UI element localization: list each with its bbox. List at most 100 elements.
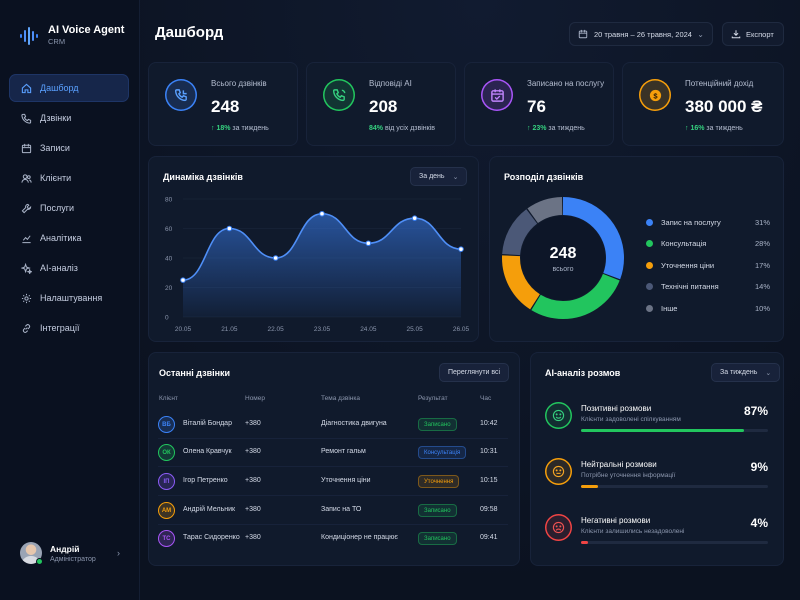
table-row[interactable]: ОК Олена Кравчук +380 Ремонт гальм Консульта… — [150, 438, 515, 466]
call-time: 09:41 — [480, 534, 498, 541]
sentiment-neutral[interactable]: Нейтральні розмови Потрібне уточнення ін… — [545, 458, 770, 498]
logo[interactable]: AI Voice Agent CRM — [18, 24, 124, 47]
stat-footer: ↑ 18% за тиждень — [211, 125, 269, 132]
sidebar-item-ai-analysis[interactable]: AI-аналіз — [9, 254, 129, 282]
user-profile[interactable]: Андрій Адміністратор › — [20, 542, 120, 565]
legend-value: 17% — [754, 260, 770, 270]
stat-value: 208 — [369, 97, 398, 116]
sentiment-positive[interactable]: Позитивні розмови Клієнти задоволені спі… — [545, 402, 770, 442]
sidebar-item-label: AI-аналіз — [40, 263, 78, 273]
pie-slice — [502, 197, 624, 319]
client-phone: +380 — [245, 534, 261, 541]
stat-icon-circle: $ — [639, 79, 671, 111]
sidebar-item-settings[interactable]: Налаштування — [9, 284, 129, 312]
pie-slice — [502, 197, 624, 319]
sentiment-title: Негативні розмови — [581, 516, 651, 525]
sentiment-icon-circle — [545, 514, 572, 541]
table-row[interactable]: ТС Тарас Сидоренко +380 Кондиціонер не прац… — [150, 524, 515, 552]
sidebar: AI Voice Agent CRM Дашборд Дзвінки Запис… — [0, 0, 140, 600]
client-name: Андрій Мельник — [183, 506, 236, 513]
call-time: 10:31 — [480, 448, 498, 455]
stat-footer: ↑ 16% за тиждень — [685, 125, 743, 132]
call-time: 10:42 — [480, 420, 498, 427]
stat-value: 76 — [527, 97, 546, 116]
view-all-button[interactable]: Переглянути всі — [439, 363, 510, 382]
calls-distribution-donut — [502, 197, 624, 319]
stat-label: Відповіді AI — [369, 79, 412, 88]
download-icon — [731, 30, 741, 39]
status-badge: Записано — [418, 532, 457, 545]
stat-card-total-calls[interactable]: Всього дзвінків 248 ↑ 18% за тиждень — [148, 62, 298, 146]
sidebar-nav: Дашборд Дзвінки Записи Клієнти Послуги А… — [9, 74, 129, 344]
sidebar-item-dashboard[interactable]: Дашборд — [9, 74, 129, 102]
smile-icon — [552, 409, 565, 422]
calls-dynamics-chart: 0 20 40 60 80 20.05 21.05 22.05 23.05 24.05 25.05 2… — [165, 197, 470, 334]
row-divider — [158, 438, 508, 439]
x-tick-label: 22.05 — [268, 326, 285, 333]
x-tick-label: 23.05 — [314, 326, 331, 333]
sidebar-item-label: Аналітика — [40, 233, 82, 243]
stat-delta-text: за тиждень — [706, 125, 743, 132]
stat-footer: ↑ 23% за тиждень — [527, 125, 585, 132]
client-phone: +380 — [245, 448, 261, 455]
data-point — [411, 215, 418, 221]
sidebar-item-analytics[interactable]: Аналітика — [9, 224, 129, 252]
period-select[interactable]: За день ⌄ — [410, 167, 468, 186]
client-avatar: ОК — [158, 444, 175, 461]
sidebar-item-label: Інтеграції — [40, 323, 80, 333]
donut-center — [521, 216, 605, 300]
sidebar-item-services[interactable]: Послуги — [9, 194, 129, 222]
dashboard-icon — [21, 83, 32, 93]
sentiment-progress-track — [581, 541, 768, 544]
stat-icon-circle — [165, 79, 197, 111]
date-range-picker[interactable]: 20 травня – 26 травня, 2024 ⌄ — [569, 22, 713, 46]
sidebar-item-integrations[interactable]: Інтеграції — [9, 314, 129, 342]
client-name: Віталій Бондар — [183, 420, 232, 427]
neutral-face-icon — [552, 465, 565, 478]
calendar-icon — [21, 143, 32, 153]
sidebar-item-label: Дзвінки — [40, 113, 72, 123]
legend-value: 10% — [754, 303, 770, 313]
period-select[interactable]: За тиждень ⌄ — [711, 363, 781, 382]
donut-total: 248 — [549, 245, 577, 262]
row-divider — [158, 495, 508, 496]
legend-value: 31% — [754, 217, 770, 227]
column-header-result: Результат — [418, 395, 448, 402]
legend-dot — [646, 282, 653, 290]
stat-delta: ↑ 23% — [527, 125, 547, 132]
data-point — [458, 246, 464, 252]
export-button[interactable]: Експорт — [722, 22, 784, 46]
sidebar-item-calls[interactable]: Дзвінки — [9, 104, 129, 132]
sidebar-item-records[interactable]: Записи — [9, 134, 129, 162]
stat-footer: 84% від усіх дзвінків — [369, 125, 435, 132]
table-row[interactable]: АМ Андрій Мельник +380 Запис на ТО Записано 0… — [150, 496, 515, 524]
app-title: AI Voice Agent — [48, 24, 125, 36]
stat-delta: ↑ 18% — [211, 125, 231, 132]
user-role: Адміністратор — [50, 555, 96, 563]
call-time: 09:58 — [480, 506, 498, 513]
stat-card-booked[interactable]: Записано на послугу 76 ↑ 23% за тиждень — [464, 62, 614, 146]
data-point — [180, 277, 186, 283]
client-phone: +380 — [245, 506, 261, 513]
call-time: 10:15 — [480, 477, 498, 484]
table-row[interactable]: ВБ Віталій Бондар +380 Діагностика двигуна З… — [150, 410, 515, 438]
stat-card-ai-answers[interactable]: Відповіді AI 208 84% від усіх дзвінків — [306, 62, 456, 146]
client-phone: +380 — [245, 477, 261, 484]
legend-label: Запис на послугу — [661, 217, 721, 227]
sad-face-icon — [552, 521, 565, 534]
stat-card-revenue[interactable]: $ Потенційний дохід 380 000 ₴ ↑ 16% за т… — [622, 62, 784, 146]
stat-label: Всього дзвінків — [211, 79, 267, 88]
client-avatar: ІП — [158, 473, 175, 490]
export-label: Експорт — [746, 29, 774, 39]
incoming-call-icon — [174, 88, 187, 101]
sentiment-title: Позитивні розмови — [581, 404, 652, 413]
svg-text:$: $ — [653, 91, 658, 100]
legend-label: Уточнення ціни — [661, 260, 715, 270]
stat-icon-circle — [323, 79, 355, 111]
sentiment-negative[interactable]: Негативні розмови Клієнти залишились нез… — [545, 514, 770, 554]
x-tick-label: 24.05 — [360, 326, 377, 333]
stat-icon-circle — [481, 79, 513, 111]
data-point — [319, 210, 325, 217]
sidebar-item-clients[interactable]: Клієнти — [9, 164, 129, 192]
table-row[interactable]: ІП Ігор Петренко +380 Уточнення ціни Уточнен… — [150, 467, 515, 495]
